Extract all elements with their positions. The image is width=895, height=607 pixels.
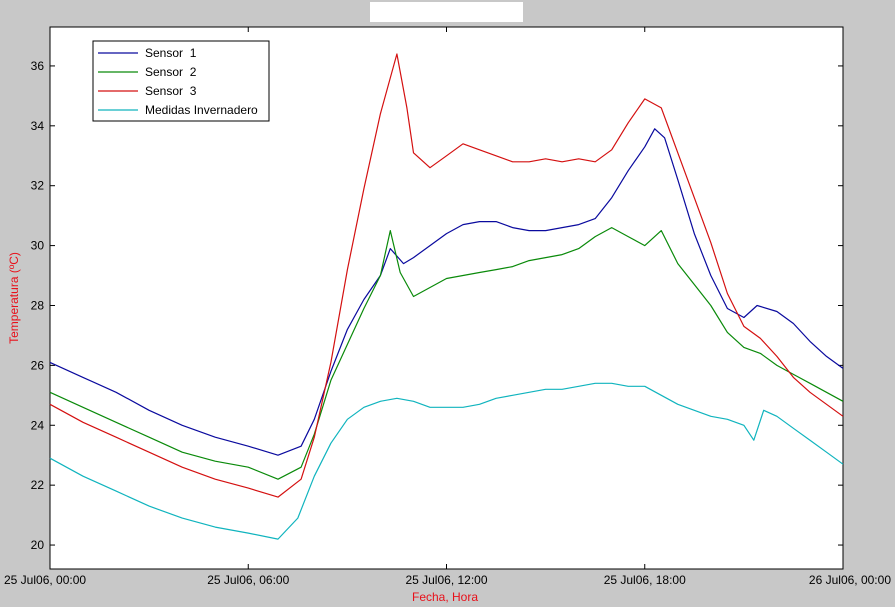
series-line-1 <box>49 128 844 456</box>
y-tick-label: 24 <box>31 418 45 432</box>
y-tick-label: 22 <box>31 478 45 492</box>
y-tick-label: 26 <box>31 358 45 372</box>
y-tick-label: 28 <box>31 298 45 312</box>
x-tick-label: 25 Jul06, 06:00 <box>207 573 289 587</box>
legend: Sensor 1 Sensor 2 Sensor 3 Medidas Invernad… <box>92 40 270 122</box>
title-placeholder <box>370 2 523 22</box>
x-tick-label: 26 Jul06, 00:00 <box>809 573 891 587</box>
legend-entry: Sensor 3 <box>145 84 197 98</box>
series-line-2 <box>49 227 844 480</box>
legend-entry: Sensor 1 <box>145 46 197 60</box>
x-tick-label: 25 Jul06, 18:00 <box>604 573 686 587</box>
legend-entry: Sensor 2 <box>145 65 197 79</box>
series-line-4 <box>49 382 844 540</box>
x-axis: 25 Jul06, 00:00 25 Jul06, 06:00 25 Jul06, … <box>4 27 891 587</box>
x-axis-label: Fecha, Hora <box>412 590 478 604</box>
series-line-3 <box>49 53 844 498</box>
y-tick-label: 36 <box>31 59 45 73</box>
series-layer <box>49 53 844 540</box>
y-tick-label: 32 <box>31 179 45 193</box>
x-tick-label: 25 Jul06, 00:00 <box>4 573 86 587</box>
y-axis: 20 22 24 26 28 30 32 34 36 <box>31 59 843 552</box>
x-tick-label: 25 Jul06, 12:00 <box>405 573 487 587</box>
y-tick-label: 34 <box>31 119 45 133</box>
legend-box <box>92 40 270 122</box>
legend-entry: Medidas Invernadero <box>145 103 258 117</box>
y-tick-label: 20 <box>31 538 45 552</box>
y-axis-label: Temperatura (ºC) <box>7 252 21 344</box>
y-tick-label: 30 <box>31 239 45 253</box>
